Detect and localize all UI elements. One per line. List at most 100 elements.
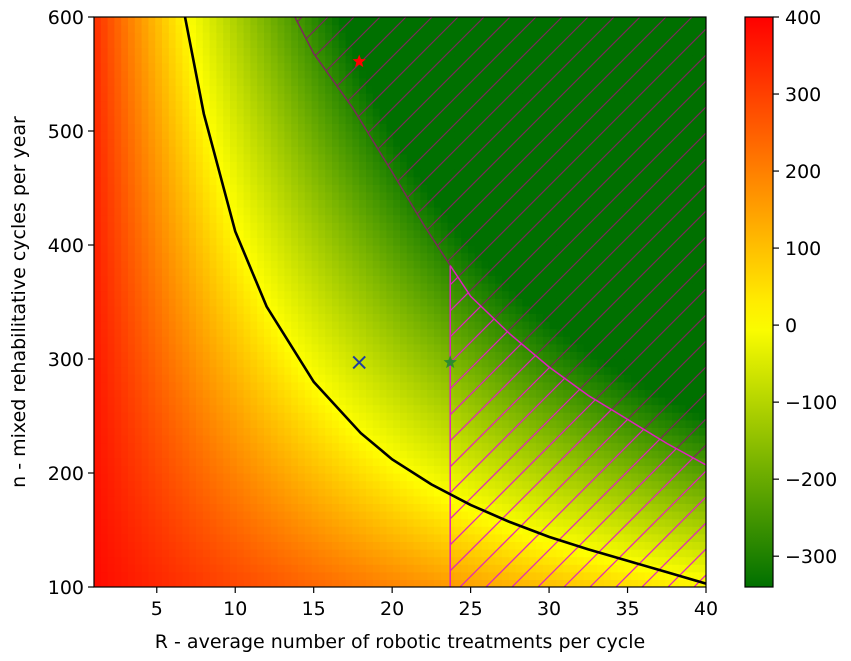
heat-cell (284, 435, 292, 444)
heat-cell (474, 222, 483, 231)
heat-cell (114, 191, 122, 200)
heat-cell (474, 480, 483, 489)
heat-cell (257, 541, 265, 550)
heat-cell (420, 533, 428, 542)
heat-cell (202, 146, 211, 155)
heat-cell (168, 214, 177, 223)
heat-cell (243, 55, 251, 64)
heat-cell (379, 108, 387, 117)
heat-cell (155, 328, 163, 337)
heat-cell (182, 564, 190, 573)
heat-cell (434, 298, 442, 307)
heat-cell (284, 511, 292, 520)
heat-cell (508, 427, 517, 436)
heat-cell (230, 115, 238, 124)
heat-cell (189, 397, 197, 406)
heat-cell (257, 359, 265, 368)
heat-cell (345, 305, 353, 314)
heat-cell (400, 518, 408, 527)
heat-cell (372, 343, 381, 352)
heat-cell (318, 39, 326, 48)
heat-cell (393, 480, 401, 489)
heat-cell (495, 533, 503, 542)
heat-cell (468, 275, 476, 284)
heat-cell (107, 549, 115, 558)
heat-cell (114, 229, 122, 238)
heat-cell (107, 176, 115, 185)
heat-cell (148, 397, 156, 406)
heat-cell (454, 47, 462, 56)
heat-cell (148, 480, 156, 489)
heat-cell (298, 564, 306, 573)
heat-cell (243, 556, 251, 565)
heat-cell (168, 275, 177, 284)
heat-cell (162, 176, 170, 185)
heat-cell (352, 366, 360, 375)
heat-cell (134, 199, 143, 208)
heat-cell (379, 24, 387, 33)
heat-cell (182, 457, 190, 466)
heat-cell (100, 404, 109, 413)
heat-cell (508, 131, 517, 140)
heat-cell (345, 343, 353, 352)
heat-cell (413, 199, 421, 208)
heat-cell (359, 480, 367, 489)
heat-cell (372, 108, 381, 117)
heat-cell (107, 571, 115, 580)
heat-cell (406, 526, 415, 535)
heat-cell (474, 184, 483, 193)
heat-cell (264, 55, 272, 64)
heat-cell (474, 442, 483, 451)
heat-cell (162, 229, 170, 238)
heat-cell (400, 237, 408, 246)
heat-cell (216, 359, 224, 368)
heat-cell (400, 343, 408, 352)
heat-cell (100, 351, 109, 360)
heat-cell (114, 427, 122, 436)
heat-cell (542, 321, 551, 330)
heat-cell (345, 47, 353, 56)
heat-cell (352, 169, 360, 178)
heat-cell (202, 100, 211, 109)
heat-cell (298, 100, 306, 109)
heat-cell (536, 336, 544, 345)
heat-cell (114, 571, 122, 580)
heat-cell (522, 480, 530, 489)
heat-cell (488, 199, 496, 208)
heat-cell (182, 131, 190, 140)
heat-cell (529, 533, 537, 542)
heat-cell (393, 32, 401, 41)
heat-cell (325, 321, 333, 330)
heat-cell (270, 495, 279, 504)
heat-cell (420, 343, 428, 352)
heat-cell (400, 404, 408, 413)
heat-cell (230, 381, 238, 390)
heat-cell (304, 488, 313, 497)
heat-cell (114, 214, 122, 223)
heat-cell (325, 108, 333, 117)
heat-cell (481, 176, 489, 185)
heat-cell (94, 290, 102, 299)
heat-cell (114, 222, 122, 231)
heat-cell (481, 55, 489, 64)
heat-cell (366, 176, 374, 185)
heat-cell (114, 533, 122, 542)
heat-cell (461, 419, 469, 428)
heat-cell (352, 207, 360, 216)
heat-cell (121, 17, 129, 26)
heat-cell (148, 412, 156, 421)
heat-cell (168, 435, 177, 444)
heat-cell (148, 207, 156, 216)
heat-cell (291, 252, 299, 261)
heat-cell (515, 17, 523, 26)
heat-cell (270, 480, 279, 489)
heat-cell (223, 184, 231, 193)
heat-cell (529, 473, 537, 482)
heat-cell (454, 39, 462, 48)
heat-cell (162, 321, 170, 330)
heat-cell (522, 556, 530, 565)
heat-cell (189, 419, 197, 428)
heat-cell (529, 108, 537, 117)
heat-cell (379, 161, 387, 170)
heat-cell (155, 465, 163, 474)
